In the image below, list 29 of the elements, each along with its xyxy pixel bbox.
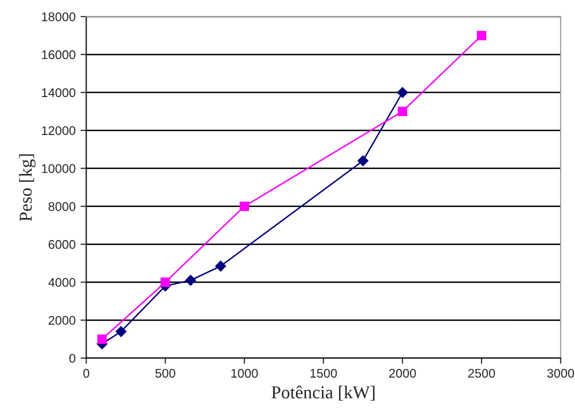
x-tick-label: 2500 (468, 368, 495, 378)
x-tick-label: 500 (155, 368, 176, 378)
x-tick-label: 2000 (389, 368, 416, 378)
x-tick-label: 0 (83, 368, 90, 378)
y-tick-label: 14000 (42, 88, 76, 98)
y-tick-label: 10000 (42, 164, 76, 174)
x-tick-label: 1500 (310, 368, 337, 378)
y-tick-label: 0 (69, 354, 76, 363)
y-tick-label: 16000 (42, 50, 76, 60)
point (398, 106, 408, 116)
y-tick-label: 2000 (48, 316, 76, 325)
point (97, 334, 107, 344)
x-axis-title: Potência [kW] (272, 386, 374, 401)
point (358, 155, 368, 166)
y-tick-label: 8000 (48, 202, 76, 211)
y-tick-label: 12000 (42, 126, 76, 136)
point (397, 87, 408, 98)
point (160, 278, 170, 287)
y-tick-label: 6000 (48, 240, 76, 249)
y-axis-title: Peso [kg] (19, 154, 36, 222)
x-tick-label: 1000 (231, 368, 258, 378)
y-tick-label: 18000 (42, 12, 76, 22)
point (185, 274, 196, 286)
point (476, 30, 486, 40)
y-tick-label: 4000 (48, 278, 76, 287)
point (116, 326, 126, 337)
point (240, 202, 250, 211)
point (215, 260, 226, 272)
x-tick-label: 3000 (547, 368, 574, 378)
